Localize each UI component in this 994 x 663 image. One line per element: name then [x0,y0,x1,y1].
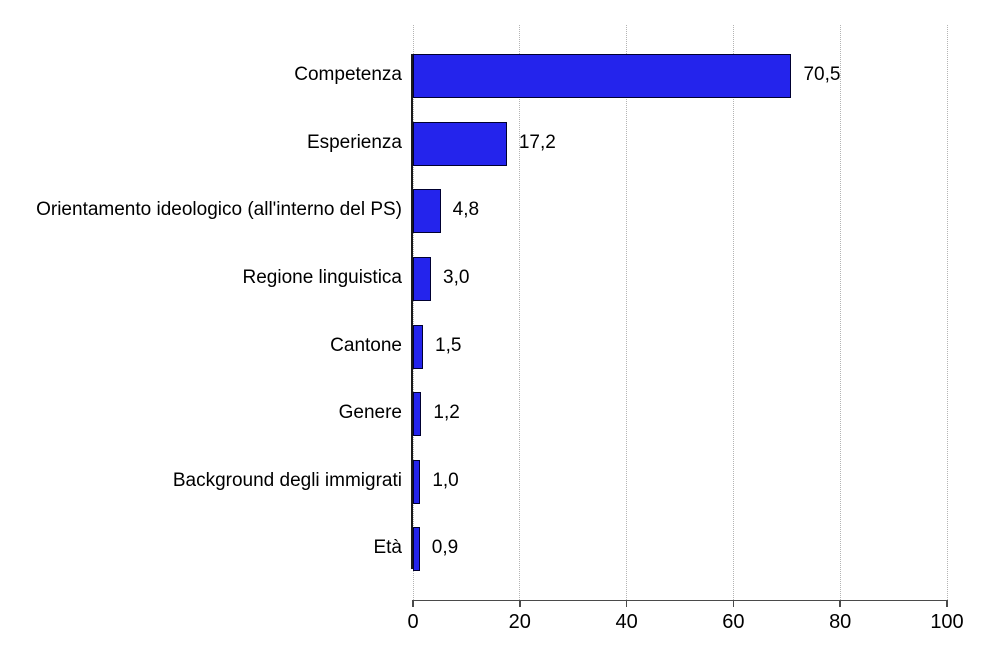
y-axis-line [411,54,413,570]
category-label: Competenza [294,64,402,85]
category-label: Background degli immigrati [172,469,402,491]
bar [413,459,421,504]
bar [413,527,420,572]
x-axis-tick-label: 80 [829,611,852,633]
bar-value-label: 0,9 [431,537,459,559]
x-axis-tick [732,600,735,607]
bar-value-label: 70,5 [803,64,841,85]
bar [413,256,432,301]
bar [413,324,423,369]
category-label: Età [373,537,402,559]
x-axis-tick-label: 20 [508,611,531,633]
category-label: Regione linguistica [242,266,403,288]
x-axis-line [412,600,948,601]
category-label: Cantone [330,334,402,356]
x-axis-tick [412,600,414,607]
bar-value-label: 1,2 [433,402,460,424]
x-axis-tick-label: 40 [615,611,638,633]
bar-value-label: 4,8 [452,199,480,221]
x-axis-tick [946,600,948,607]
gridline [626,25,628,600]
bar [413,392,422,437]
bar [413,54,792,98]
bar-value-label: 17,2 [518,131,556,153]
bar-value-label: 1,0 [432,469,459,491]
bar [413,189,441,234]
gridline [839,25,841,600]
category-label: Genere [338,402,402,424]
bar [413,121,507,166]
x-axis-tick-label: 100 [930,611,964,633]
gridline [519,25,521,600]
x-axis-tick [519,600,521,607]
gridline [412,25,414,600]
x-axis-tick [839,600,841,607]
category-label: Esperienza [306,131,402,153]
x-axis-tick-label: 60 [722,611,745,633]
x-axis-tick [625,600,628,607]
bar-value-label: 1,5 [435,334,462,356]
x-axis-tick-label: 0 [407,611,419,633]
gridline [946,25,948,600]
category-label: Orientamento ideologico (all'interno del… [36,199,402,221]
bar-value-label: 3,0 [443,266,470,288]
gridline [732,25,734,600]
